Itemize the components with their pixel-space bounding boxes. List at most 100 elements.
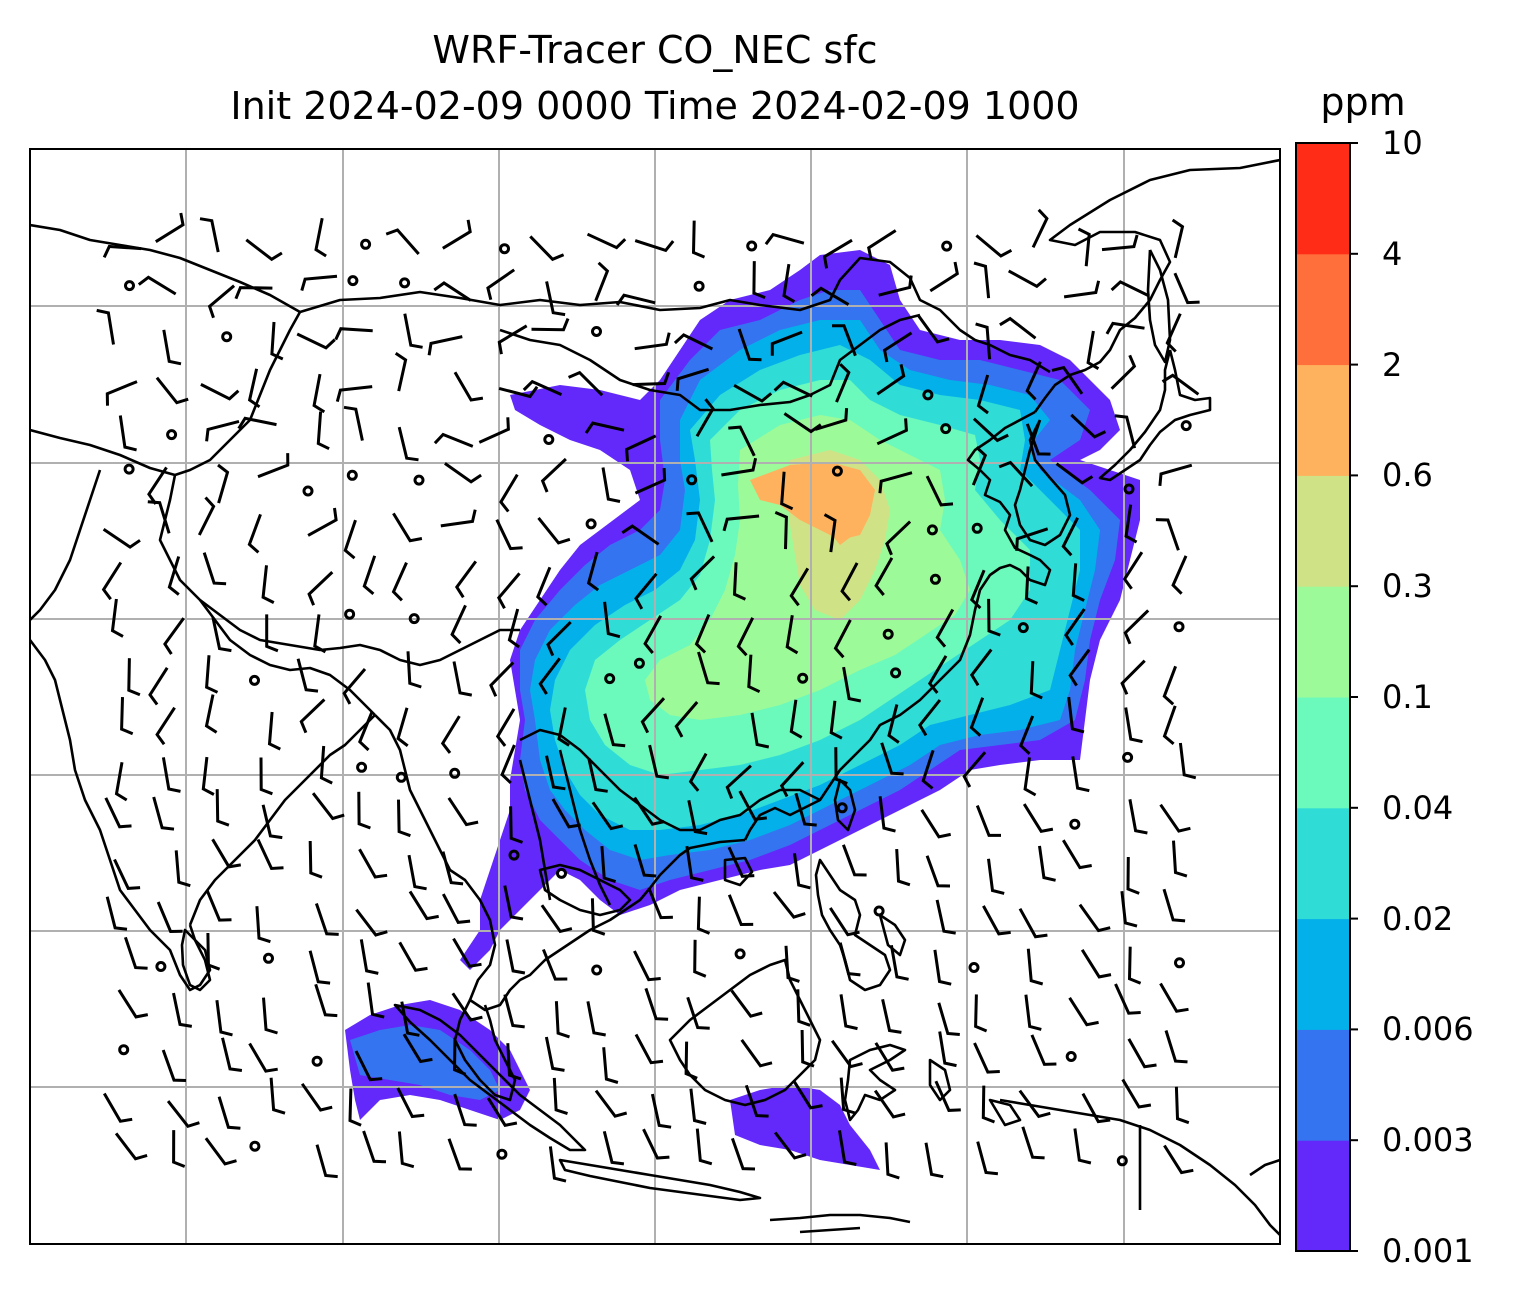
- wind-barb: [1007, 269, 1047, 289]
- wind-barb: [314, 217, 327, 258]
- wind-barb: [783, 412, 822, 434]
- wind-barb: [632, 371, 671, 387]
- wind-barb: [917, 315, 950, 344]
- hainan: [723, 856, 754, 887]
- colorbar-tick-label: 0.1: [1382, 678, 1433, 716]
- wind-barb: [211, 616, 232, 653]
- wind-barb: [1023, 757, 1037, 797]
- wind-barb: [982, 905, 1011, 936]
- wind-barb: [1164, 1030, 1188, 1064]
- wind-barb: [603, 601, 621, 639]
- wind-barb: [234, 286, 273, 300]
- wind-barb: [205, 655, 219, 694]
- wind-barb: [205, 419, 240, 442]
- wind-barb: [215, 789, 230, 827]
- wind-barb: [102, 527, 141, 549]
- wind-barb: [486, 1097, 518, 1127]
- indochina-borders: [518, 728, 821, 906]
- wind-barb: [586, 232, 627, 250]
- wind-barb: [101, 561, 123, 601]
- wind-barb: [921, 749, 935, 790]
- wind-barb: [1120, 659, 1146, 695]
- wind-barb: [156, 901, 183, 934]
- wind-barb: [398, 941, 428, 972]
- wind-barb: [975, 234, 1013, 258]
- wind-barb: [695, 1128, 713, 1166]
- wind-barb: [673, 333, 714, 351]
- wind-barb: [397, 426, 419, 462]
- wind-barb: [545, 755, 566, 791]
- wind-barb: [221, 1037, 243, 1072]
- wind-barb: [315, 1144, 338, 1179]
- lesser-sunda: [769, 1213, 911, 1234]
- wind-barb: [740, 1039, 773, 1068]
- wind-barb: [987, 858, 1005, 895]
- wind-barb: [970, 569, 986, 610]
- wind-barb: [207, 284, 236, 319]
- calm-wind-marker: [940, 423, 952, 435]
- wind-barb: [584, 421, 625, 434]
- calm-wind-marker: [155, 961, 167, 972]
- wind-barb: [1055, 462, 1094, 485]
- central-asia-borders: [30, 428, 176, 621]
- sakhalin-coast: [1146, 249, 1172, 364]
- wind-barb: [1068, 996, 1099, 1027]
- wind-barb: [927, 655, 948, 694]
- wind-barb: [197, 496, 216, 536]
- wind-barb: [1155, 518, 1180, 551]
- wind-barb: [540, 904, 573, 934]
- wind-barb: [1026, 948, 1044, 986]
- calm-wind-marker: [1069, 818, 1081, 830]
- wind-barb: [732, 562, 747, 601]
- wind-barb: [1025, 423, 1051, 456]
- wind-barb: [500, 744, 516, 784]
- wind-barb: [123, 936, 148, 970]
- wind-barb: [674, 701, 699, 738]
- wind-barb: [403, 313, 423, 349]
- wind-barb: [1071, 563, 1085, 602]
- wind-barb: [199, 217, 220, 253]
- wind-barb: [727, 894, 754, 927]
- wind-barb: [147, 500, 171, 534]
- wind-barb: [689, 1088, 707, 1125]
- wind-barb: [920, 808, 951, 839]
- wind-barb: [1022, 803, 1054, 833]
- calm-wind-marker: [1017, 622, 1029, 634]
- wind-barb: [204, 1137, 237, 1166]
- calm-wind-marker: [968, 962, 980, 973]
- wind-barb: [201, 756, 215, 796]
- wind-barb: [307, 507, 338, 537]
- wind-barb: [675, 367, 710, 391]
- concentration-region: [825, 495, 865, 545]
- map-content: [30, 149, 1280, 1244]
- wind-barb: [248, 1042, 278, 1073]
- wind-barb: [357, 791, 371, 830]
- wind-barb: [838, 942, 861, 977]
- wind-barb: [774, 511, 788, 550]
- wind-barb: [792, 1079, 823, 1110]
- wind-barb: [105, 380, 138, 406]
- calm-wind-marker: [686, 474, 698, 486]
- wind-barb: [237, 416, 277, 430]
- wind-barb: [127, 658, 141, 697]
- calm-wind-marker: [344, 608, 356, 620]
- wind-barb: [552, 1077, 568, 1116]
- colorbar-swatch: [1296, 918, 1350, 1030]
- wind-barb: [447, 1138, 472, 1171]
- wind-barb: [721, 457, 758, 477]
- wind-barb: [602, 1130, 625, 1166]
- wind-barb: [450, 604, 467, 645]
- wind-barb: [841, 844, 867, 877]
- japan-coast: [1098, 349, 1212, 482]
- calm-wind-marker: [1180, 420, 1192, 432]
- wind-barb: [823, 513, 837, 553]
- wind-barb: [261, 804, 283, 840]
- philippines: [814, 858, 907, 992]
- wind-barb: [643, 615, 663, 654]
- wind-barb: [1159, 803, 1191, 833]
- wind-barb: [975, 322, 992, 360]
- wind-barb: [495, 708, 516, 747]
- wind-barb: [814, 408, 849, 431]
- wind-barb: [391, 561, 408, 602]
- calm-wind-marker: [1116, 1155, 1128, 1167]
